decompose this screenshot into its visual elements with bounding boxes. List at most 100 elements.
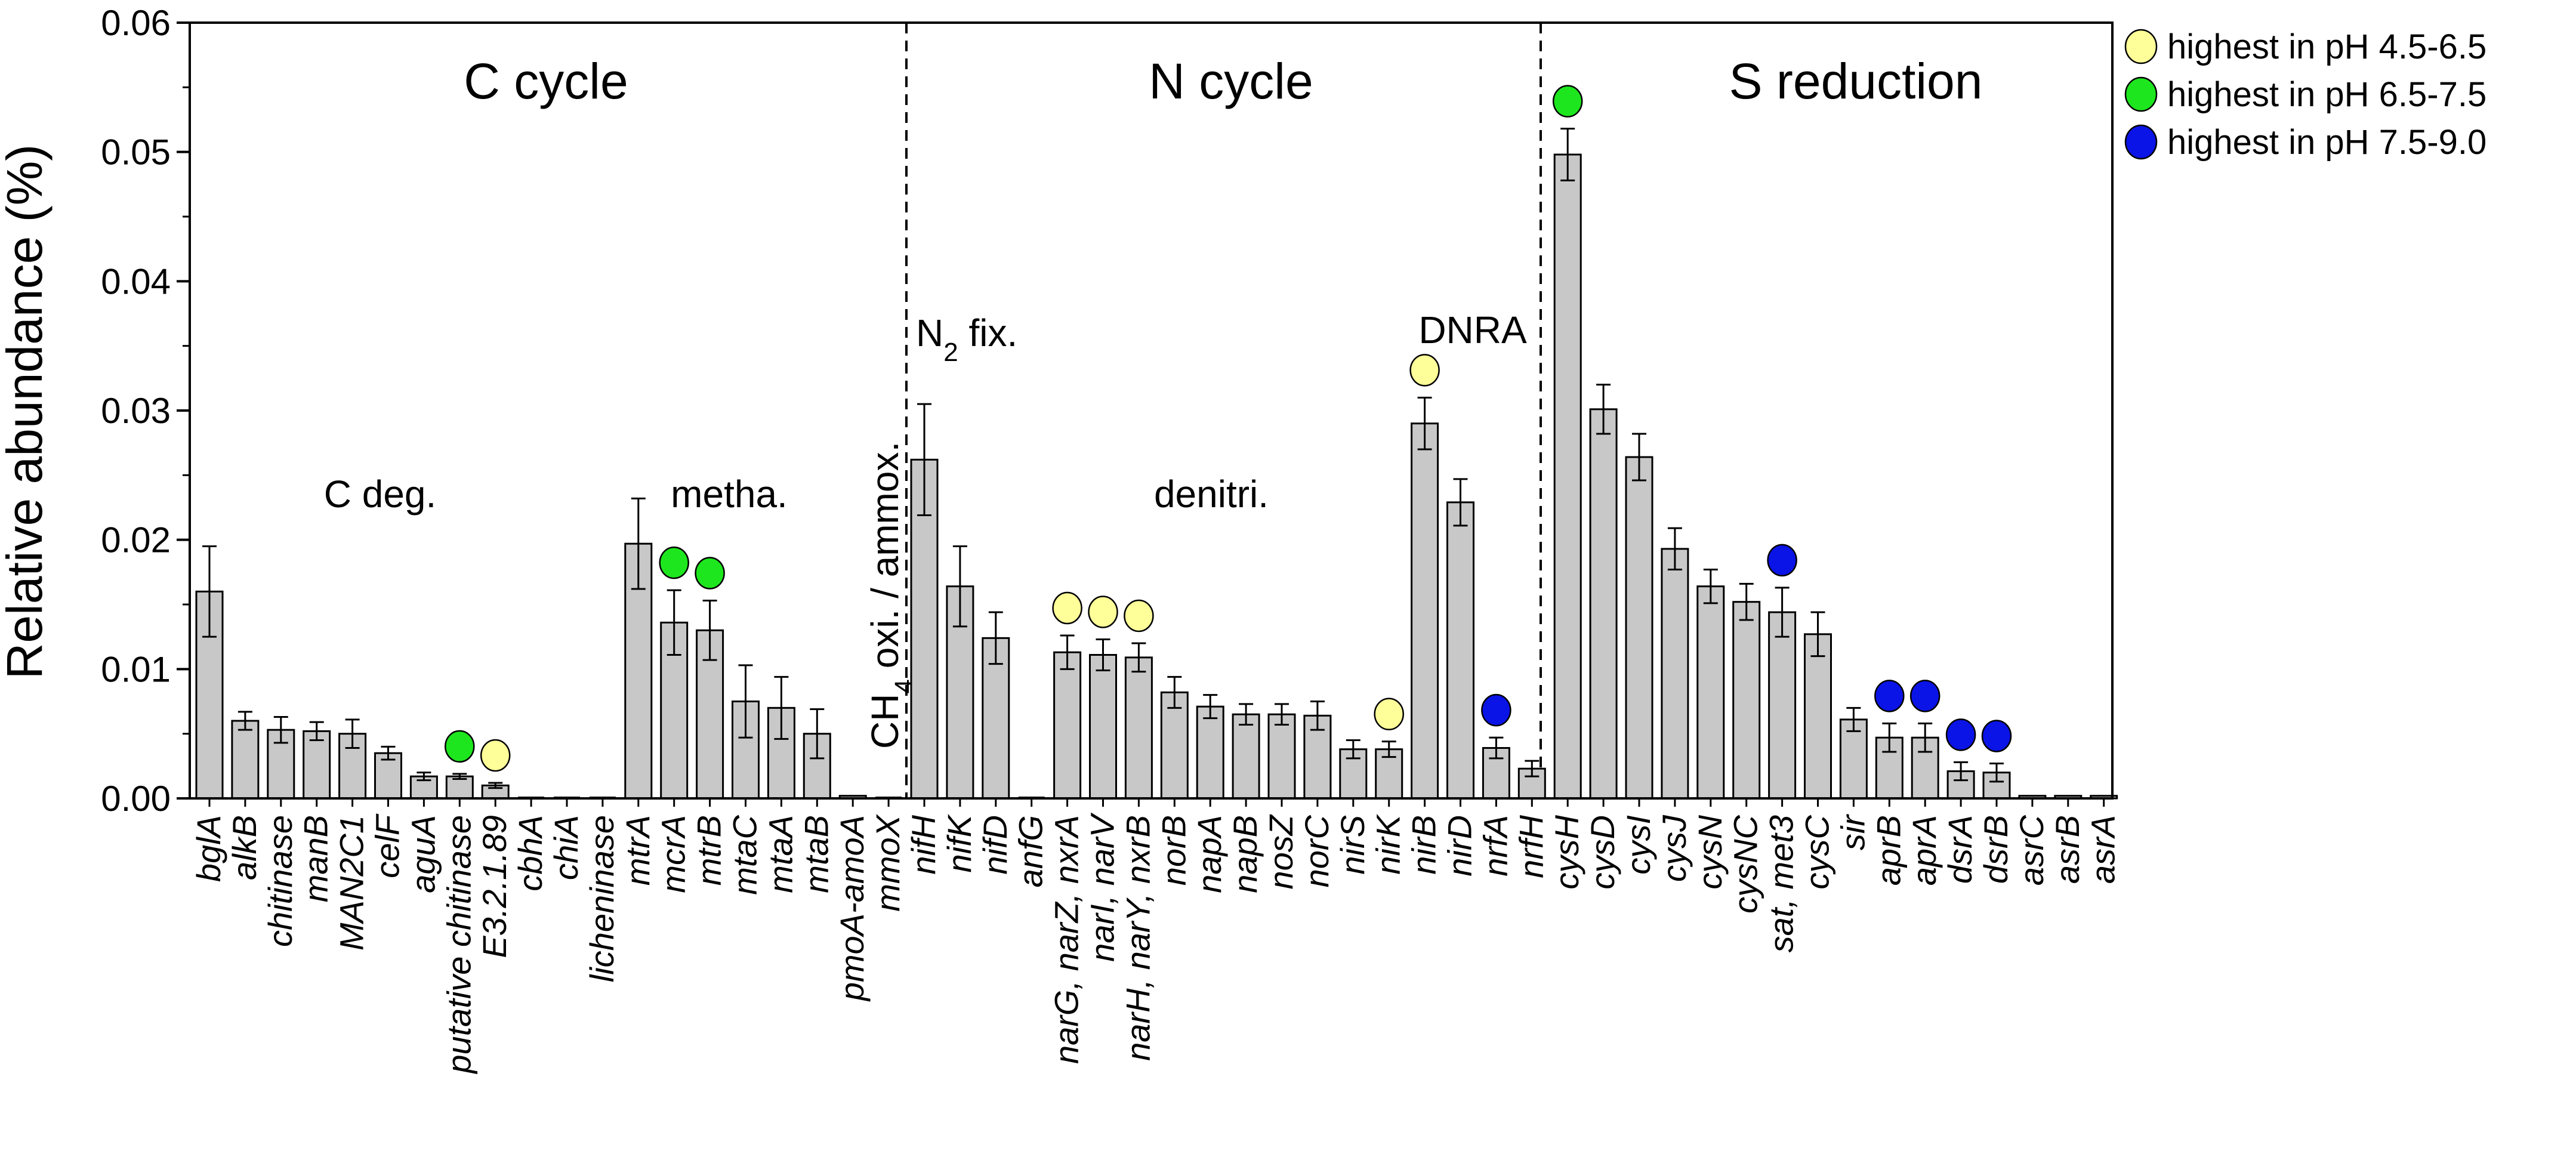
legend-label: highest in pH 6.5-7.5 — [2167, 75, 2486, 114]
highlight-dot — [1552, 85, 1583, 118]
n2-rest: fix. — [958, 311, 1018, 354]
highlight-dot — [695, 557, 725, 590]
ch4-main: CH — [863, 694, 906, 749]
category-label: mtrA — [619, 815, 656, 886]
section-label-c-cycle: C cycle — [464, 53, 628, 109]
ch4-rest: oxi. / ammox. — [863, 442, 906, 679]
category-label: nirK — [1369, 813, 1407, 874]
category-label: cysD — [1584, 815, 1621, 889]
legend-label: highest in pH 7.5-9.0 — [2167, 123, 2486, 162]
category-label: asrB — [2049, 815, 2086, 884]
legend-label: highest in pH 4.5-6.5 — [2167, 27, 2486, 66]
y-tick-label: 0.05 — [101, 132, 171, 172]
legend-marker — [2124, 29, 2158, 64]
category-label: mcrA — [655, 815, 692, 893]
highlight-dot — [1945, 718, 1976, 751]
category-label: nrfA — [1476, 815, 1514, 877]
category-label: aprA — [1905, 815, 1943, 886]
category-label: MAN2C1 — [333, 815, 371, 951]
bar — [1053, 651, 1082, 800]
bar — [1661, 548, 1689, 800]
category-label: nifD — [976, 815, 1014, 875]
category-label: cysC — [1798, 814, 1836, 889]
bar — [1625, 456, 1653, 800]
highlight-dot — [1874, 680, 1905, 712]
bar — [1446, 501, 1474, 800]
category-label: dsrB — [1977, 815, 2014, 884]
bar — [1768, 611, 1797, 800]
category-label: chitinase — [261, 815, 299, 947]
bar — [374, 752, 402, 800]
bar — [1696, 585, 1725, 800]
highlight-dot — [1124, 599, 1154, 633]
bar — [1946, 770, 1975, 800]
highlight-dots-layer — [445, 85, 2012, 772]
category-label: celF — [369, 813, 406, 878]
group-label-denitri: denitri. — [1154, 473, 1269, 516]
error-bars-layer — [202, 128, 2004, 789]
highlight-dot — [1409, 354, 1440, 387]
category-label: mtrB — [690, 815, 728, 886]
y-axis-label: Relative abundance (%) — [0, 144, 53, 680]
category-label: E3.2.1.89 — [476, 815, 513, 958]
section-label-s-reduction: S reduction — [1729, 53, 1983, 109]
bar — [1196, 705, 1224, 800]
highlight-dot — [1374, 698, 1404, 730]
y-tick-label: 0.06 — [101, 3, 171, 43]
category-label: mtaB — [797, 815, 835, 893]
y-tick-label: 0.01 — [101, 649, 171, 689]
legend-marker — [2124, 76, 2158, 112]
category-labels-layer: bglAalkBchitinasemanBMAN2C1celFaguAputat… — [190, 798, 2122, 1075]
n2-main: N — [916, 311, 943, 354]
category-label: mmoX — [869, 813, 906, 911]
category-label: manB — [297, 815, 335, 902]
plot-frame — [189, 21, 2114, 800]
category-label: narH, narY, nxrB — [1119, 815, 1156, 1061]
y-tick-label: 0.03 — [101, 391, 171, 431]
legend: highest in pH 4.5-6.5 highest in pH 6.5-7… — [2124, 27, 2486, 162]
highlight-dot — [1767, 544, 1797, 577]
highlight-dot — [659, 546, 689, 579]
group-label-metha: metha. — [671, 473, 788, 516]
y-tick-label: 0.00 — [101, 779, 171, 819]
highlight-dot — [1481, 693, 1511, 727]
bar — [1589, 408, 1618, 800]
category-label: nifK — [940, 813, 978, 872]
highlight-dot — [1909, 680, 1941, 712]
category-label: aguA — [404, 815, 442, 893]
category-label: cbhA — [511, 815, 549, 891]
bar — [1089, 654, 1117, 800]
bar — [231, 720, 260, 800]
category-label: narG, narZ, nxrA — [1048, 815, 1085, 1064]
bar — [1124, 656, 1153, 800]
category-label: putative chitinase — [440, 815, 477, 1075]
category-label: licheninase — [583, 815, 621, 982]
category-label: norB — [1155, 815, 1192, 886]
category-label: cysH — [1548, 814, 1585, 889]
category-label: napB — [1226, 815, 1264, 893]
category-label: nrfH — [1512, 814, 1550, 878]
category-label: bglA — [190, 815, 227, 882]
highlight-dot — [1052, 591, 1082, 625]
bar — [1267, 713, 1296, 800]
category-label: mtaC — [726, 814, 764, 894]
bar — [1804, 633, 1832, 800]
category-label: norC — [1298, 814, 1335, 887]
category-label: narI, narV — [1084, 812, 1121, 962]
category-label: nirD — [1441, 815, 1479, 877]
category-label: anfG — [1012, 815, 1050, 887]
category-label: sat, met3 — [1763, 815, 1800, 952]
highlight-dot — [1088, 596, 1118, 628]
category-label: chiA — [547, 815, 585, 880]
section-label-n-cycle: N cycle — [1149, 53, 1313, 109]
highlight-dot — [480, 739, 511, 772]
n2-sub: 2 — [943, 338, 958, 367]
bar — [303, 730, 331, 800]
group-label-n2-fix: N2 fix. — [916, 311, 1017, 367]
group-label-c-deg: C deg. — [324, 473, 437, 516]
category-label: sir — [1834, 814, 1871, 850]
category-label: aprB — [1869, 815, 1907, 886]
bar — [910, 458, 939, 800]
y-tick-label: 0.02 — [101, 520, 171, 560]
